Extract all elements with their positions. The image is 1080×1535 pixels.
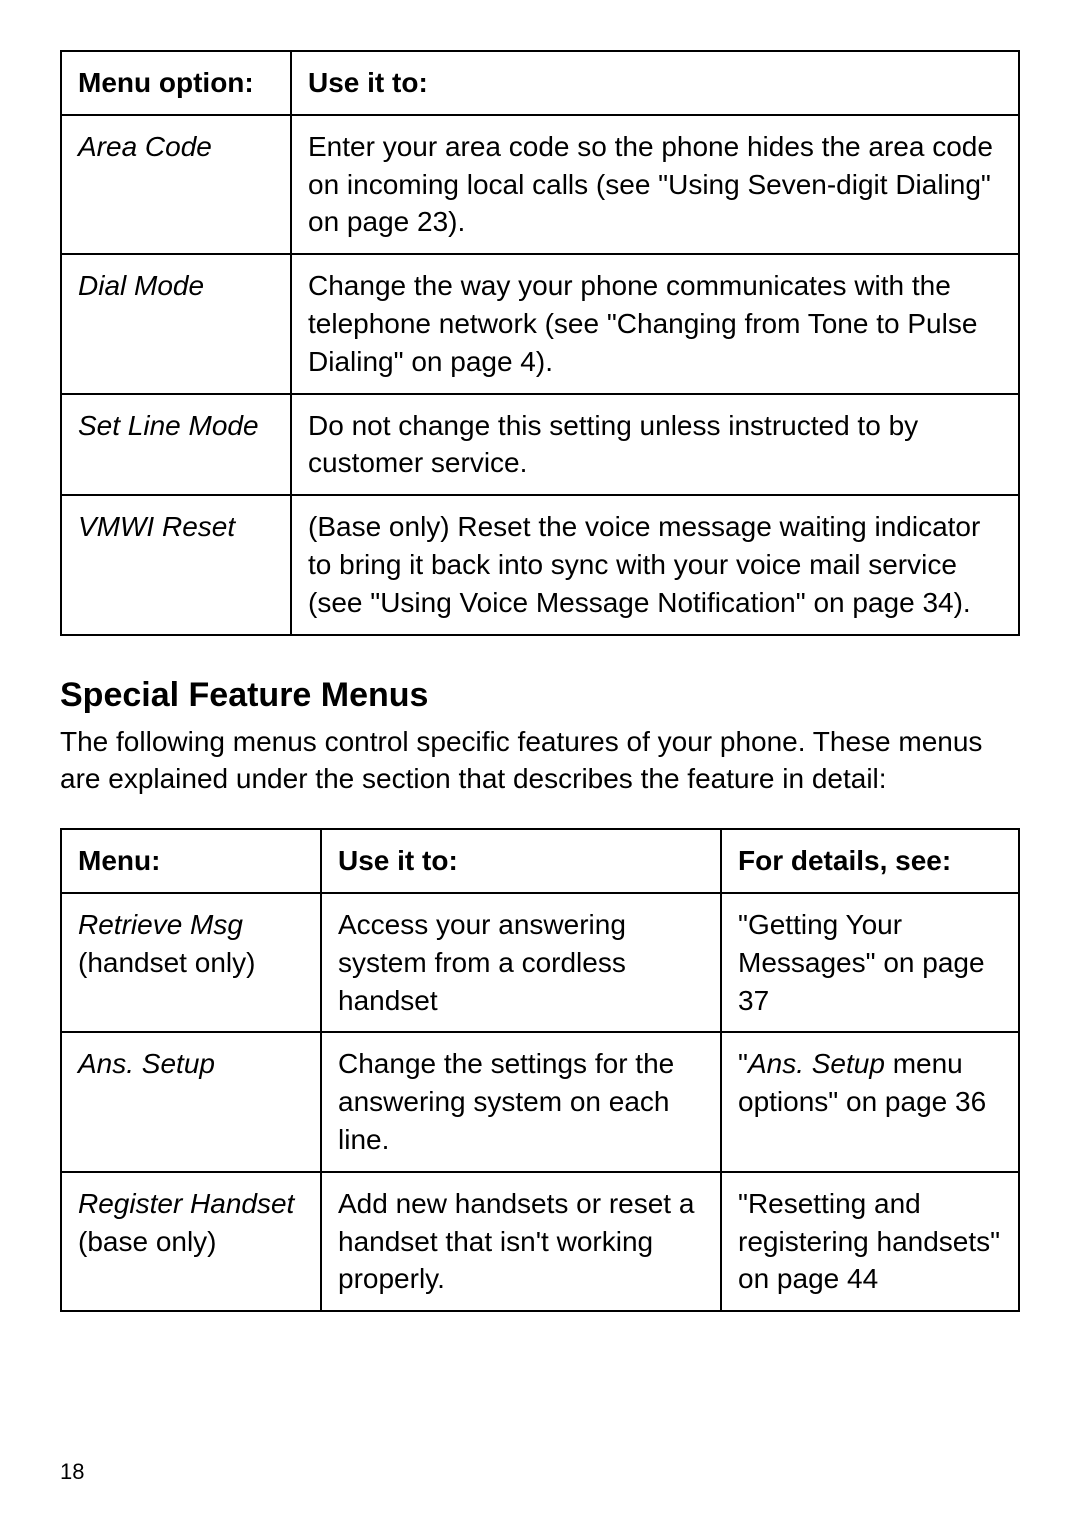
desc-cell: (Base only) Reset the voice message wait… bbox=[291, 495, 1019, 634]
details-pre: "Getting Your Messages" on page 37 bbox=[738, 909, 985, 1016]
details-italic: Ans. Setup bbox=[748, 1048, 885, 1079]
use-cell: Access your answering system from a cord… bbox=[321, 893, 721, 1032]
details-pre: " bbox=[738, 1048, 748, 1079]
section-intro: The following menus control specific fea… bbox=[60, 723, 1020, 799]
table2-header-menu: Menu: bbox=[61, 829, 321, 893]
desc-cell: Change the way your phone communicates w… bbox=[291, 254, 1019, 393]
details-cell: "Getting Your Messages" on page 37 bbox=[721, 893, 1019, 1032]
menu-italic: Retrieve Msg bbox=[78, 909, 243, 940]
table-row: Register Handset (base only) Add new han… bbox=[61, 1172, 1019, 1311]
details-cell: "Ans. Setup menu options" on page 36 bbox=[721, 1032, 1019, 1171]
menu-plain: (handset only) bbox=[78, 947, 255, 978]
menu-cell: Ans. Setup bbox=[61, 1032, 321, 1171]
menu-cell: Register Handset (base only) bbox=[61, 1172, 321, 1311]
feature-menus-table: Menu: Use it to: For details, see: Retri… bbox=[60, 828, 1020, 1312]
option-cell: VMWI Reset bbox=[61, 495, 291, 634]
table-row: Set Line Mode Do not change this setting… bbox=[61, 394, 1019, 496]
option-cell: Area Code bbox=[61, 115, 291, 254]
menu-italic: Register Handset bbox=[78, 1188, 294, 1219]
details-cell: "Resetting and registering handsets" on … bbox=[721, 1172, 1019, 1311]
table2-header-use: Use it to: bbox=[321, 829, 721, 893]
desc-cell: Enter your area code so the phone hides … bbox=[291, 115, 1019, 254]
menu-italic: Ans. Setup bbox=[78, 1048, 215, 1079]
table1-header-use: Use it to: bbox=[291, 51, 1019, 115]
table1-header-option: Menu option: bbox=[61, 51, 291, 115]
option-cell: Set Line Mode bbox=[61, 394, 291, 496]
use-cell: Change the settings for the answering sy… bbox=[321, 1032, 721, 1171]
desc-cell: Do not change this setting unless instru… bbox=[291, 394, 1019, 496]
section-title: Special Feature Menus bbox=[60, 676, 1020, 715]
details-pre: "Resetting and registering handsets" on … bbox=[738, 1188, 1000, 1295]
table-row: Dial Mode Change the way your phone comm… bbox=[61, 254, 1019, 393]
option-cell: Dial Mode bbox=[61, 254, 291, 393]
page-number: 18 bbox=[60, 1459, 84, 1485]
menu-cell: Retrieve Msg (handset only) bbox=[61, 893, 321, 1032]
table-row: Retrieve Msg (handset only) Access your … bbox=[61, 893, 1019, 1032]
menu-plain: (base only) bbox=[78, 1226, 217, 1257]
table-row: VMWI Reset (Base only) Reset the voice m… bbox=[61, 495, 1019, 634]
table-row: Area Code Enter your area code so the ph… bbox=[61, 115, 1019, 254]
use-cell: Add new handsets or reset a handset that… bbox=[321, 1172, 721, 1311]
table2-header-details: For details, see: bbox=[721, 829, 1019, 893]
table-row: Ans. Setup Change the settings for the a… bbox=[61, 1032, 1019, 1171]
menu-options-table: Menu option: Use it to: Area Code Enter … bbox=[60, 50, 1020, 636]
